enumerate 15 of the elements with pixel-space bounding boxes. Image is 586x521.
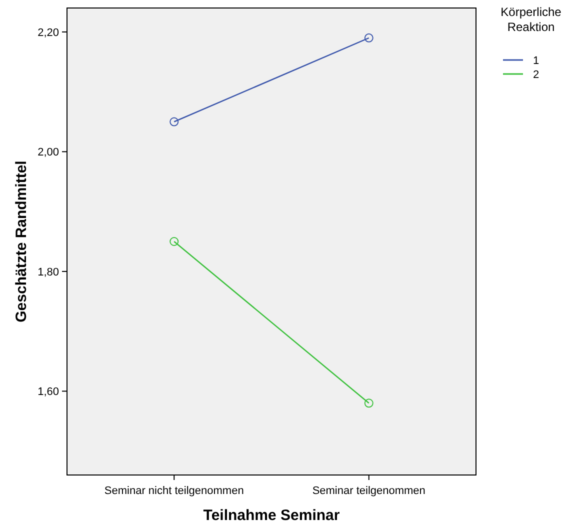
y-tick-label: 1,60 xyxy=(38,386,59,398)
point xyxy=(170,237,179,246)
legend-title: Körperliche Reaktion xyxy=(500,5,562,34)
y-tick-label: 2,00 xyxy=(38,146,59,159)
y-axis-title: Geschätzte Randmittel xyxy=(13,160,30,322)
legend-label: 1 xyxy=(533,54,540,67)
x-tick-label: Seminar nicht teilgenommen xyxy=(104,485,244,497)
y-tick-label: 2,20 xyxy=(38,26,59,39)
point xyxy=(364,398,374,408)
x-axis-title: Teilnahme Seminar xyxy=(203,507,340,521)
point xyxy=(364,33,374,42)
x-tick-label: Seminar teilgenommen xyxy=(312,485,426,497)
y-tick-label: 1,80 xyxy=(38,266,59,278)
point xyxy=(170,117,179,126)
legend-label: 2 xyxy=(533,68,540,81)
